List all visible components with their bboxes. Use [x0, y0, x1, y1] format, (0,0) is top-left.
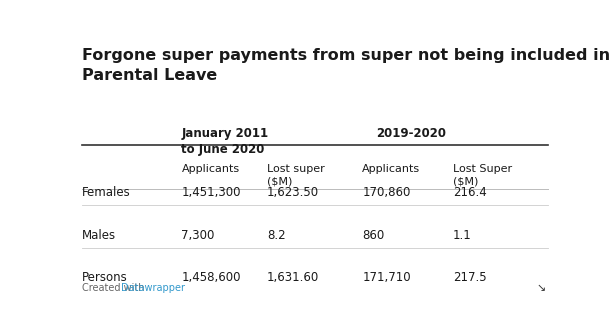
Text: Females: Females [82, 186, 130, 199]
Text: 1,623.50: 1,623.50 [267, 186, 319, 199]
Text: 8.2: 8.2 [267, 228, 286, 242]
Text: 1,458,600: 1,458,600 [182, 271, 241, 284]
Text: January 2011
to June 2020: January 2011 to June 2020 [182, 127, 268, 156]
Text: 1.1: 1.1 [453, 228, 472, 242]
Text: Males: Males [82, 228, 115, 242]
Text: 170,860: 170,860 [362, 186, 411, 199]
Text: Persons: Persons [82, 271, 127, 284]
Text: Forgone super payments from super not being included in Commonwealth Paid
Parent: Forgone super payments from super not be… [82, 48, 614, 83]
Text: 2019-2020: 2019-2020 [376, 127, 446, 140]
Text: Datawrapper: Datawrapper [122, 283, 185, 293]
Text: 1,451,300: 1,451,300 [182, 186, 241, 199]
Text: 171,710: 171,710 [362, 271, 411, 284]
Text: 7,300: 7,300 [182, 228, 215, 242]
Text: Created with: Created with [82, 283, 147, 293]
Text: 1,631.60: 1,631.60 [267, 271, 319, 284]
Text: Applicants: Applicants [182, 164, 239, 174]
Text: ↘: ↘ [536, 283, 545, 293]
Text: Lost Super
($M): Lost Super ($M) [453, 164, 512, 186]
Text: 860: 860 [362, 228, 384, 242]
Text: Applicants: Applicants [362, 164, 421, 174]
Text: 216.4: 216.4 [453, 186, 486, 199]
Text: Lost super
($M): Lost super ($M) [267, 164, 325, 186]
Text: 217.5: 217.5 [453, 271, 486, 284]
